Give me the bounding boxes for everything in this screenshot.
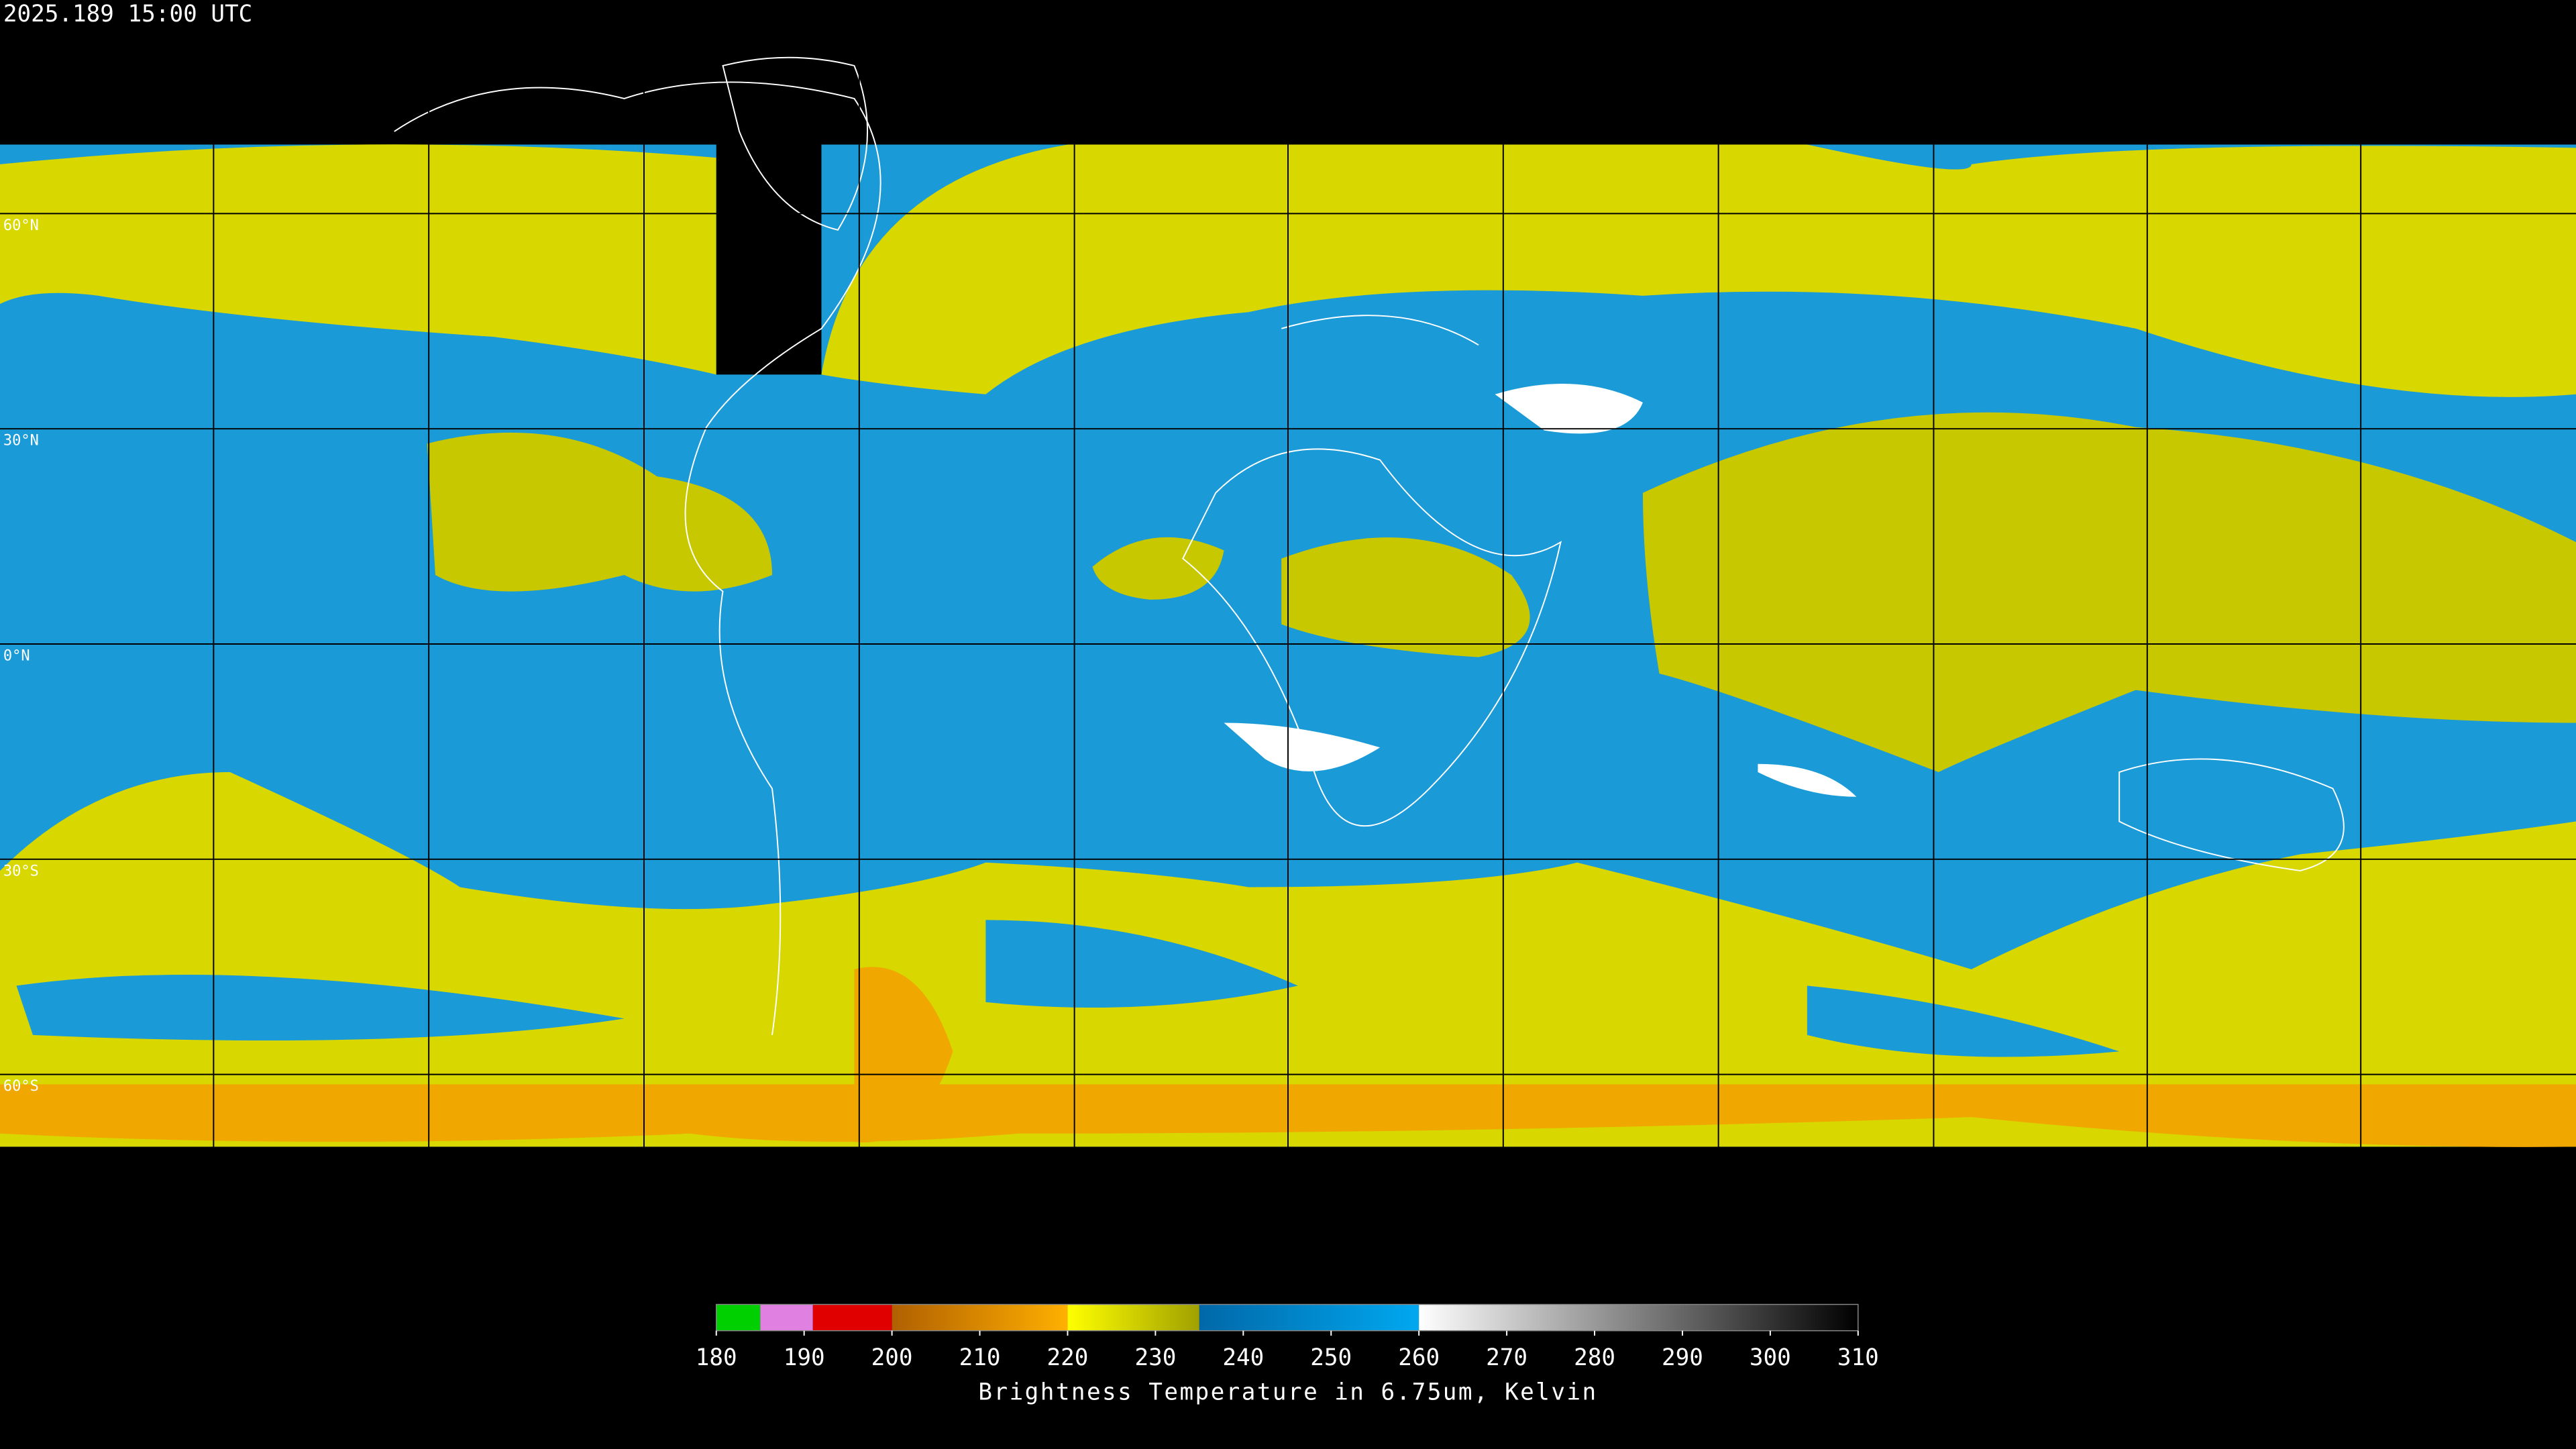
colorbar-label: Brightness Temperature in 6.75um, Kelvin bbox=[978, 1379, 1597, 1406]
colorbar-tick-label: 260 bbox=[1398, 1344, 1440, 1371]
colorbar-tick-label: 270 bbox=[1486, 1344, 1527, 1371]
convection bbox=[1281, 537, 1530, 657]
very-dry bbox=[1224, 722, 1381, 771]
colorbar: Brightness Temperature in 6.75um, Kelvin… bbox=[696, 1303, 1879, 1406]
convection bbox=[1092, 537, 1224, 600]
colorbar-tick-label: 240 bbox=[1222, 1344, 1264, 1371]
colorbar-tick-label: 220 bbox=[1047, 1344, 1089, 1371]
coastlines bbox=[394, 56, 2345, 1035]
moist-tongue bbox=[1807, 985, 2120, 1057]
title-backdrop bbox=[0, 0, 296, 30]
convection bbox=[427, 432, 773, 592]
colorbar-segment bbox=[716, 1304, 761, 1331]
colorbar-tick-label: 280 bbox=[1574, 1344, 1615, 1371]
dry-band bbox=[821, 144, 2576, 397]
colorbar-segment bbox=[760, 1304, 813, 1331]
colorbar-tick-label: 250 bbox=[1310, 1344, 1352, 1371]
graticule bbox=[0, 213, 2576, 1075]
cold-band bbox=[854, 967, 953, 1142]
colorbar-segment bbox=[812, 1304, 892, 1331]
colorbar-segment bbox=[1067, 1304, 1199, 1331]
colorbar-segment bbox=[1199, 1304, 1419, 1331]
dry-band bbox=[0, 144, 716, 375]
colorbar-tick-label: 290 bbox=[1662, 1344, 1703, 1371]
no-data bbox=[716, 140, 822, 375]
lat-label: 30°N bbox=[3, 433, 39, 449]
convection bbox=[1642, 412, 2576, 773]
colorbar-frame bbox=[716, 1303, 1859, 1332]
lat-label: 60°S bbox=[3, 1078, 39, 1095]
colorbar-tick-label: 210 bbox=[959, 1344, 1001, 1371]
lat-label: 60°N bbox=[3, 217, 39, 234]
colorbar-tick-label: 190 bbox=[784, 1344, 825, 1371]
colorbar-segment bbox=[1419, 1304, 1858, 1331]
lat-label: 30°S bbox=[3, 863, 39, 879]
lat-labels: 60°N 30°N 0°N 30°S 60°S bbox=[3, 217, 39, 1095]
moist-tongue bbox=[985, 920, 1298, 1008]
colorbar-tick-label: 310 bbox=[1837, 1344, 1879, 1371]
timestamp: 2025.189 15:00 UTC bbox=[3, 1, 252, 28]
colorbar-tick-label: 230 bbox=[1134, 1344, 1176, 1371]
colorbar-tick-label: 180 bbox=[696, 1344, 737, 1371]
colorbar-tick-label: 300 bbox=[1750, 1344, 1791, 1371]
colorbar-segment bbox=[892, 1304, 1068, 1331]
very-dry bbox=[1495, 384, 1643, 434]
moist-tongue bbox=[16, 975, 625, 1041]
very-dry bbox=[1758, 763, 1857, 797]
colorbar-tick-label: 200 bbox=[871, 1344, 913, 1371]
lat-label: 0°N bbox=[3, 647, 30, 664]
